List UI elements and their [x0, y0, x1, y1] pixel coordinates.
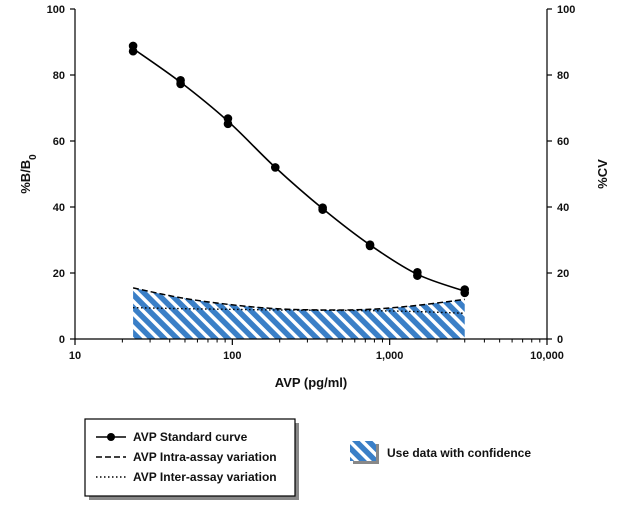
confidence-legend-label: Use data with confidence — [387, 446, 531, 460]
standard-curve-point — [460, 288, 470, 298]
x-axis-title: AVP (pg/ml) — [275, 375, 347, 390]
left-y-tick-label: 60 — [53, 136, 65, 148]
legend-item-standard-curve: AVP Standard curve — [96, 430, 248, 444]
standard-curve-point — [318, 205, 327, 214]
left-y-axis-title-sub: 0 — [28, 154, 39, 160]
plot-frame — [74, 9, 548, 340]
x-tick-label: 10,000 — [530, 350, 564, 362]
standard-curve-point — [365, 241, 375, 251]
series-standard-curve-line — [132, 47, 465, 292]
legend-label-intra-assay: AVP Intra-assay variation — [133, 450, 277, 464]
right-y-tick-label: 100 — [557, 4, 575, 16]
left-y-axis-title-main: %B/B — [18, 160, 33, 194]
right-y-tick-label: 60 — [557, 136, 569, 148]
confidence-region — [133, 287, 465, 339]
standard-curve-point — [176, 79, 185, 89]
right-y-tick-label: 20 — [557, 268, 569, 280]
right-y-tick-label: 40 — [557, 202, 569, 214]
x-tick-label: 10 — [69, 350, 81, 362]
standard-curve-point — [270, 163, 280, 172]
left-y-axis-title: %B/B0 — [18, 154, 39, 194]
x-tick-label: 100 — [223, 350, 241, 362]
x-minor-ticks — [121, 339, 541, 343]
standard-curve-point — [223, 119, 233, 129]
legend-label-standard-curve: AVP Standard curve — [133, 430, 248, 444]
standard-curve-point — [128, 46, 138, 56]
left-y-tick-label: 100 — [47, 4, 65, 16]
standard-curve-point — [413, 271, 422, 280]
left-y-tick-label: 0 — [59, 334, 65, 346]
series-intra-assay-line — [132, 287, 465, 311]
confidence-legend: Use data with confidence — [350, 441, 531, 464]
series-inter-assay-line — [133, 306, 465, 314]
legend-item-intra-assay: AVP Intra-assay variation — [96, 450, 277, 464]
left-y-tick-label: 80 — [53, 70, 65, 82]
left-y-tick-label: 40 — [53, 202, 65, 214]
x-major-ticks: 10 100 1,000 10,000 — [69, 339, 564, 362]
legend: AVP Standard curve AVP Intra-assay varia… — [84, 418, 299, 500]
x-tick-label: 1,000 — [376, 350, 404, 362]
legend-marker-standard-curve — [107, 433, 115, 441]
left-y-tick-label: 20 — [53, 268, 65, 280]
series-standard-curve-points — [128, 41, 470, 298]
right-y-tick-label: 80 — [557, 70, 569, 82]
right-y-tick-label: 0 — [557, 334, 563, 346]
legend-item-inter-assay: AVP Inter-assay variation — [96, 470, 277, 484]
legend-label-inter-assay: AVP Inter-assay variation — [133, 470, 277, 484]
confidence-legend-swatch — [350, 441, 376, 461]
right-y-axis-title: %CV — [595, 159, 610, 189]
y-ticks: 0 0 20 20 40 40 60 60 80 80 100 100 — [47, 4, 576, 346]
